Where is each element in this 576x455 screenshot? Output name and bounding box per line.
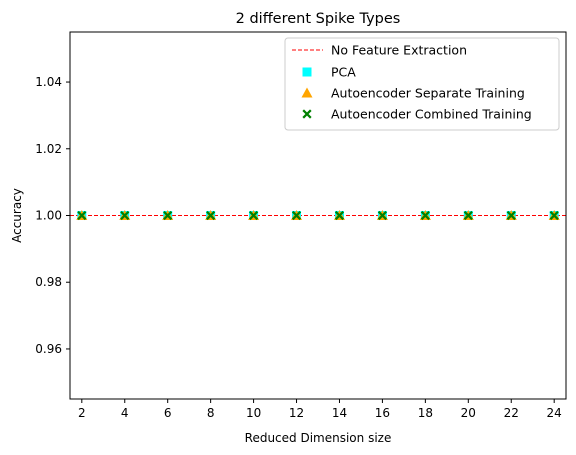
legend-swatch bbox=[302, 109, 312, 119]
x-tick-label: 24 bbox=[547, 406, 562, 420]
data-point bbox=[506, 210, 516, 221]
data-point bbox=[549, 210, 559, 221]
x-tick-label: 12 bbox=[289, 406, 304, 420]
series-2 bbox=[77, 210, 559, 221]
legend-label: Autoencoder Combined Training bbox=[331, 107, 532, 122]
data-point bbox=[377, 210, 387, 221]
y-tick-label: 1.04 bbox=[35, 75, 62, 89]
x-axis: 2 4 6 8 10 12 14 16 18 20 22 24 bbox=[78, 399, 562, 420]
data-point bbox=[163, 210, 173, 221]
x-tick-label: 4 bbox=[121, 406, 129, 420]
chart-title: 2 different Spike Types bbox=[236, 11, 401, 27]
y-tick-label: 0.96 bbox=[35, 342, 62, 356]
data-point bbox=[291, 210, 302, 221]
x-tick-label: 14 bbox=[332, 406, 347, 420]
y-axis: 0.96 0.98 1.00 1.02 1.04 bbox=[35, 75, 70, 356]
data-point bbox=[120, 210, 130, 221]
legend-box bbox=[284, 37, 560, 131]
y-tick-label: 1.00 bbox=[35, 209, 62, 223]
x-tick-label: 22 bbox=[504, 406, 519, 420]
x-tick-label: 18 bbox=[418, 406, 433, 420]
x-axis-label: Reduced Dimension size bbox=[245, 431, 392, 445]
y-tick-label: 0.98 bbox=[35, 275, 62, 289]
legend-swatch bbox=[301, 87, 313, 98]
legend-label: Autoencoder Separate Training bbox=[331, 86, 525, 101]
legend-swatch bbox=[302, 67, 312, 77]
data-point bbox=[206, 210, 216, 221]
x-tick-label: 16 bbox=[375, 406, 390, 420]
legend: No Feature Extraction PCA Autoencoder Sepa… bbox=[284, 37, 560, 131]
data-point bbox=[249, 210, 259, 221]
legend-label: No Feature Extraction bbox=[331, 43, 467, 58]
data-point bbox=[77, 210, 87, 221]
x-tick-label: 8 bbox=[207, 406, 215, 420]
data-point bbox=[334, 210, 345, 221]
legend-label: PCA bbox=[331, 65, 356, 80]
x-tick-label: 6 bbox=[164, 406, 172, 420]
x-tick-label: 10 bbox=[246, 406, 261, 420]
x-tick-label: 20 bbox=[461, 406, 476, 420]
x-tick-label: 2 bbox=[78, 406, 86, 420]
y-tick-label: 1.02 bbox=[35, 142, 62, 156]
series-layer bbox=[76, 210, 560, 221]
data-point bbox=[463, 210, 473, 221]
y-axis-label: Accuracy bbox=[10, 188, 24, 243]
data-point bbox=[420, 210, 430, 221]
